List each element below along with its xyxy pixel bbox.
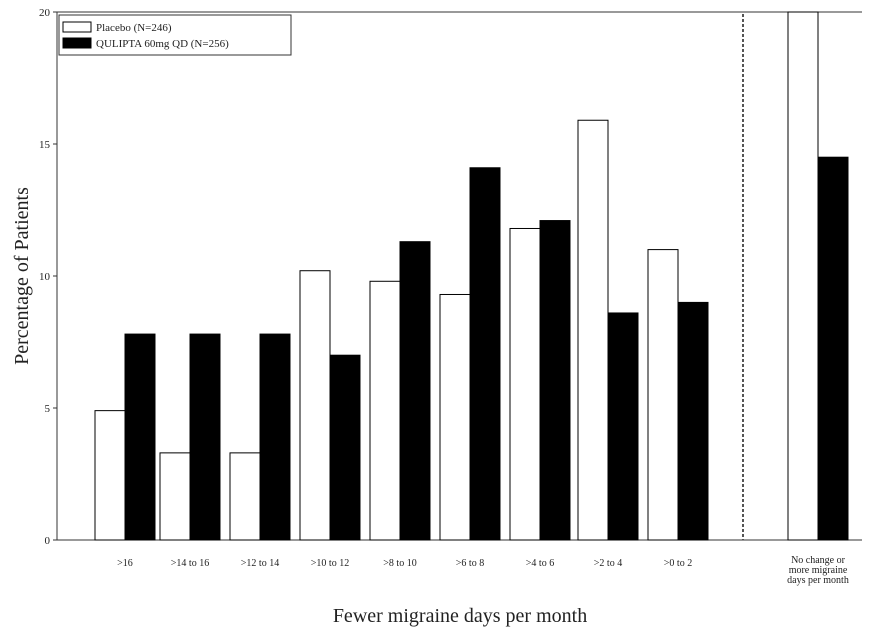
- bar-placebo-8: [647, 249, 679, 541]
- bars: [94, 11, 849, 541]
- x-category-label: >10 to 12: [311, 558, 349, 569]
- x-category-label: >0 to 2: [664, 558, 692, 569]
- legend-label-qulipta: QULIPTA 60mg QD (N=256): [96, 38, 229, 50]
- bar-placebo-0: [94, 410, 126, 541]
- y-tick-label: 5: [45, 403, 51, 415]
- legend-label-placebo: Placebo (N=246): [96, 22, 172, 34]
- x-category-label: >16: [117, 558, 133, 569]
- bar-qulipta-0: [124, 333, 156, 541]
- bar-placebo-7: [577, 119, 609, 541]
- x-axis-title: Fewer migraine days per month: [333, 605, 587, 627]
- x-category-label-line: No change or: [791, 555, 846, 566]
- bar-placebo-5: [439, 293, 471, 541]
- y-axis-title: Percentage of Patients: [11, 187, 33, 365]
- x-category-label: >2 to 4: [594, 558, 622, 569]
- y-tick-label: 10: [39, 271, 51, 283]
- x-category-label-line: more migraine: [789, 565, 848, 576]
- bar-qulipta-5: [469, 167, 501, 541]
- bar-placebo-1: [159, 452, 191, 541]
- y-tick-label: 20: [39, 7, 51, 19]
- bar-qulipta-8: [677, 301, 709, 541]
- legend-swatch-qulipta: [62, 37, 92, 49]
- x-category-label-line: days per month: [787, 575, 849, 586]
- x-category-label: >14 to 16: [171, 558, 209, 569]
- x-category-label: >8 to 10: [383, 558, 416, 569]
- bar-qulipta-3: [329, 354, 361, 541]
- bar-qulipta-9: [817, 156, 849, 541]
- y-axis: 0 5 10 15 20: [39, 7, 57, 547]
- legend: Placebo (N=246) QULIPTA 60mg QD (N=256): [58, 14, 292, 56]
- x-axis: >16 >14 to 16 >12 to 14 >10 to 12 >8 to 10 >6…: [117, 555, 849, 586]
- bar-qulipta-6: [539, 220, 571, 541]
- y-tick-label: 0: [45, 535, 51, 547]
- x-category-label: >4 to 6: [526, 558, 554, 569]
- bar-placebo-6: [509, 227, 541, 541]
- bar-placebo-4: [369, 280, 401, 541]
- y-tick-label: 15: [39, 139, 51, 151]
- x-category-label: >6 to 8: [456, 558, 484, 569]
- bar-qulipta-4: [399, 241, 431, 541]
- bar-qulipta-1: [189, 333, 221, 541]
- bar-placebo-9: [787, 11, 819, 541]
- bar-qulipta-7: [607, 312, 639, 541]
- legend-box: [58, 14, 292, 56]
- legend-swatch-placebo: [62, 21, 92, 33]
- bar-qulipta-2: [259, 333, 291, 541]
- bar-placebo-3: [299, 270, 331, 541]
- bar-placebo-2: [229, 452, 261, 541]
- x-category-label: >12 to 14: [241, 558, 279, 569]
